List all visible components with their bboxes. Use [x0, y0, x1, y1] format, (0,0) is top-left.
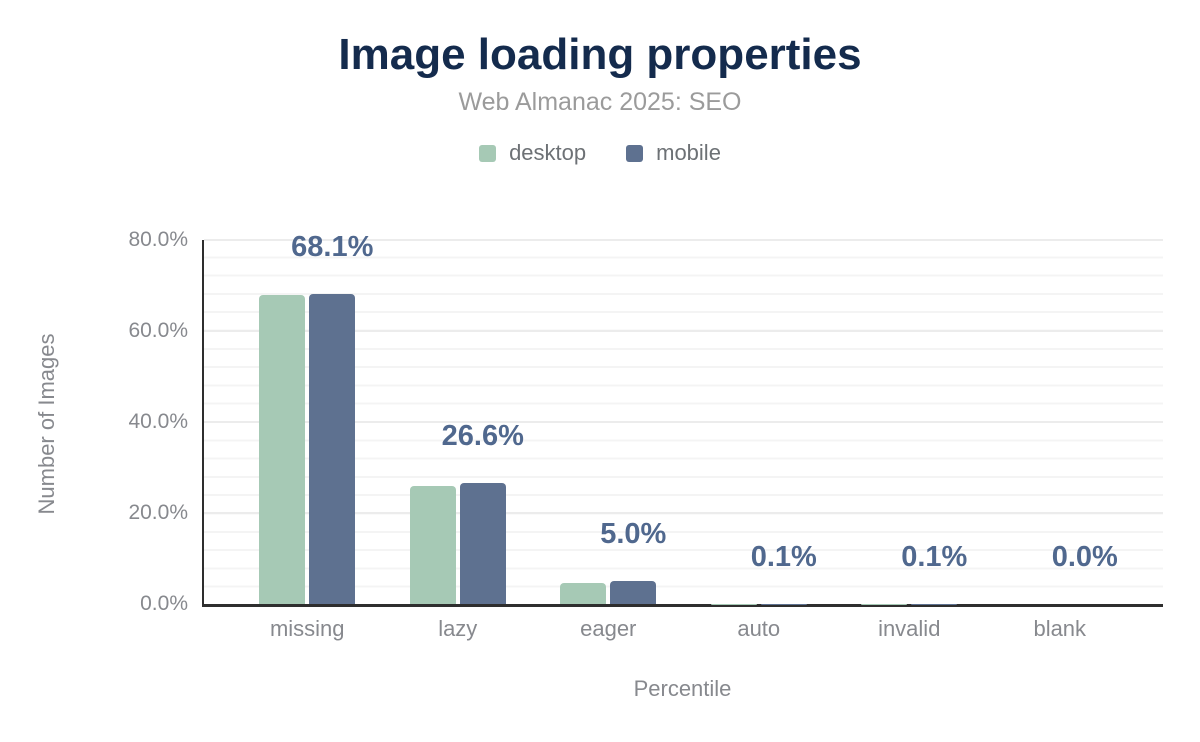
x-axis-category-labels: missing lazy eager auto invalid blank: [232, 616, 1135, 642]
bar-mobile-lazy[interactable]: [459, 482, 506, 604]
data-label-invalid: 0.1%: [901, 540, 968, 573]
data-label-eager: 5.0%: [600, 518, 667, 551]
gridline: [204, 421, 1163, 423]
y-tick-label: 20.0%: [128, 501, 188, 524]
x-category-label-missing: missing: [269, 616, 345, 641]
gridline: [204, 330, 1163, 332]
data-label-auto: 0.1%: [750, 540, 817, 573]
data-label-missing: 68.1%: [291, 231, 374, 264]
y-tick-label: 0.0%: [140, 592, 188, 615]
gridline: [204, 512, 1163, 514]
bar-pair: [560, 240, 657, 604]
y-tick-label: 60.0%: [128, 319, 188, 342]
data-label-lazy: 26.6%: [441, 419, 524, 452]
bar-desktop-lazy[interactable]: [409, 486, 456, 604]
chart-title: Image loading properties: [338, 30, 862, 79]
x-axis-title: Percentile: [633, 676, 732, 701]
x-category-label-invalid: invalid: [878, 616, 941, 641]
bar-pair: [259, 240, 356, 604]
mobile-swatch-icon: [626, 144, 644, 162]
bar-desktop-missing[interactable]: [259, 295, 306, 604]
legend-label-desktop: desktop: [509, 140, 587, 165]
y-axis-tick-labels: 0.0% 20.0% 40.0% 60.0% 80.0%: [0, 229, 188, 615]
x-category-label-eager: eager: [580, 616, 637, 641]
x-category-label-blank: blank: [1033, 616, 1087, 641]
category-column-lazy: 26.6%: [383, 240, 534, 604]
bar-mobile-missing[interactable]: [309, 294, 356, 604]
bar-columns: 68.1% 26.6% 5.0% 0.1% 0.1% 0.0%: [232, 233, 1136, 604]
legend-label-mobile: mobile: [656, 140, 721, 165]
y-tick-label: 40.0%: [128, 410, 188, 433]
bar-pair: [409, 240, 506, 604]
bar-pair: [861, 240, 958, 604]
category-column-auto: 0.1%: [684, 240, 835, 604]
x-category-label-lazy: lazy: [438, 616, 478, 641]
category-column-invalid: 0.1%: [834, 240, 985, 604]
legend-item-desktop[interactable]: desktop: [479, 140, 586, 166]
gridline: [204, 239, 1163, 241]
category-column-blank: 0.0%: [985, 240, 1136, 604]
bar-pair: [710, 240, 807, 604]
legend-item-mobile[interactable]: mobile: [626, 140, 721, 166]
category-column-missing: 68.1%: [232, 233, 383, 604]
y-tick-label: 80.0%: [128, 228, 188, 251]
x-category-label-auto: auto: [737, 616, 781, 641]
plot-area: 68.1% 26.6% 5.0% 0.1% 0.1% 0.0%: [202, 233, 1163, 607]
data-label-blank: 0.0%: [1051, 541, 1118, 573]
bar-desktop-eager[interactable]: [560, 582, 607, 604]
legend: desktop mobile: [0, 140, 1200, 166]
bar-mobile-eager[interactable]: [610, 581, 657, 604]
desktop-swatch-icon: [479, 144, 497, 162]
category-column-eager: 5.0%: [533, 240, 684, 604]
chart-subtitle: Web Almanac 2025: SEO: [458, 88, 742, 116]
